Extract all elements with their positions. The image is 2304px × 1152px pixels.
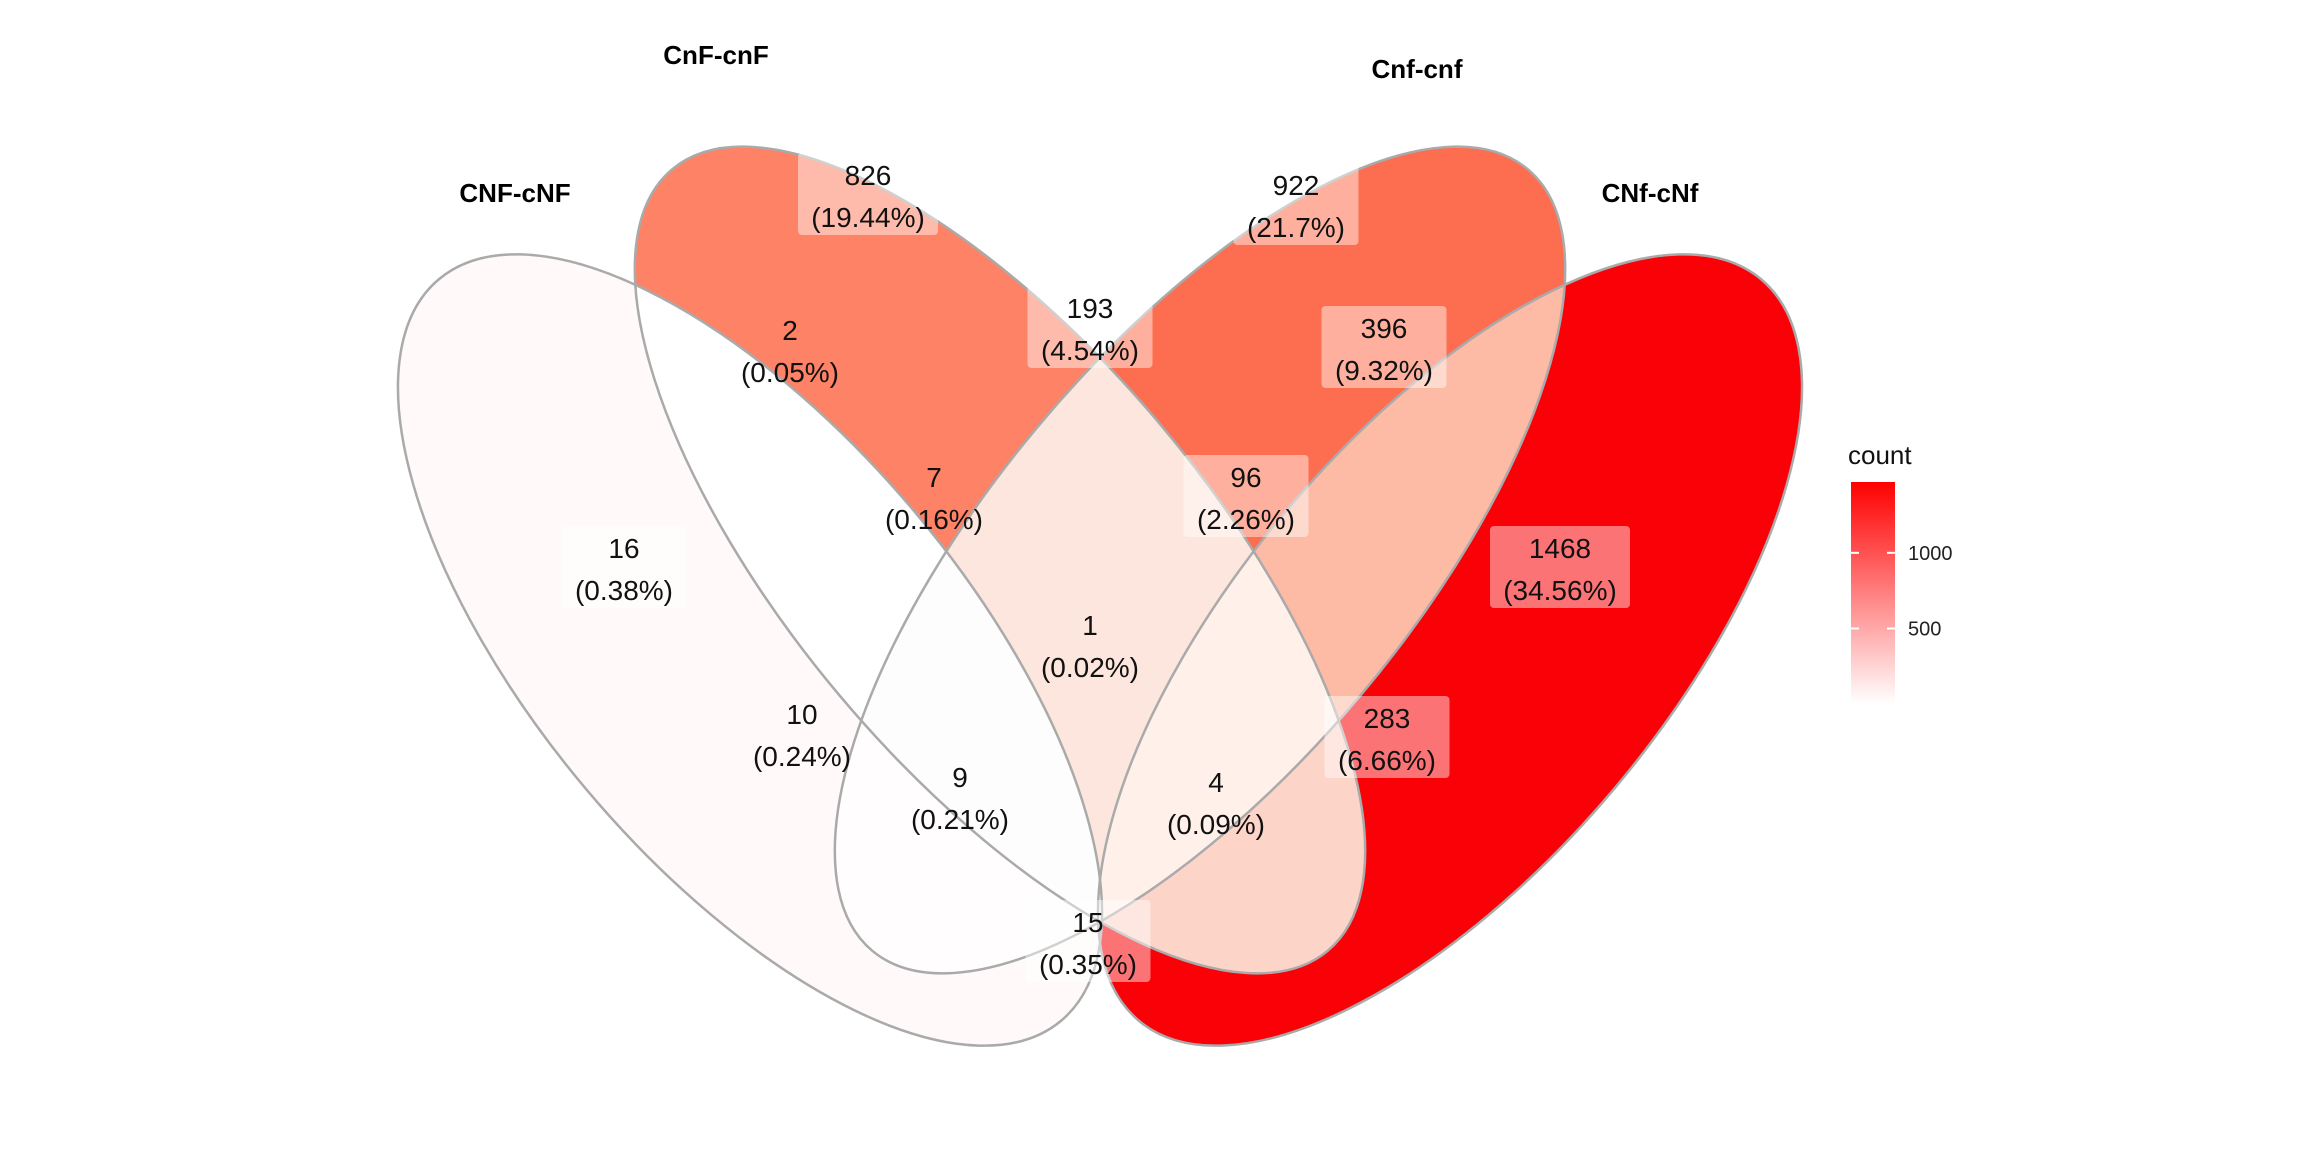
set-title-d: CNf-cNf bbox=[1602, 178, 1699, 208]
region-count-abc: 7 bbox=[926, 462, 942, 493]
region-count-d: 1468 bbox=[1529, 533, 1591, 564]
set-title-a: CNF-cNF bbox=[459, 178, 570, 208]
region-percent-acd: (0.21%) bbox=[911, 804, 1009, 835]
region-percent-bcd: (2.26%) bbox=[1197, 504, 1295, 535]
region-percent-abcd: (0.02%) bbox=[1041, 652, 1139, 683]
label-box-ad bbox=[1025, 900, 1151, 982]
color-legend: count 1000 500 bbox=[1848, 440, 1953, 704]
label-box-b bbox=[798, 153, 938, 235]
region-percent-d: (34.56%) bbox=[1503, 575, 1617, 606]
region-percent-cd: (9.32%) bbox=[1335, 355, 1433, 386]
legend-tick-label: 1000 bbox=[1908, 543, 1953, 565]
region-percent-ad: (0.35%) bbox=[1039, 949, 1137, 980]
legend-ticks: 1000 500 bbox=[1851, 543, 1953, 640]
set-title-c: Cnf-cnf bbox=[1372, 54, 1463, 84]
region-count-abcd: 1 bbox=[1082, 610, 1098, 641]
region-percent-abd: (0.09%) bbox=[1167, 809, 1265, 840]
region-percent-c: (21.7%) bbox=[1247, 212, 1345, 243]
region-labels: 16 (0.38%) 826 (19.44%) 922 (21.7%) 1468 (34.56… bbox=[575, 160, 1617, 980]
region-percent-b: (19.44%) bbox=[811, 202, 925, 233]
region-count-bcd: 96 bbox=[1230, 462, 1261, 493]
label-backgrounds bbox=[561, 153, 1630, 982]
legend-colorbar bbox=[1851, 482, 1895, 704]
legend-tick-label: 500 bbox=[1908, 618, 1941, 640]
region-count-b: 826 bbox=[845, 160, 892, 191]
set-titles: CNF-cNF CnF-cnF Cnf-cnf CNf-cNf bbox=[459, 40, 1698, 208]
region-percent-bc: (4.54%) bbox=[1041, 335, 1139, 366]
region-count-ad: 15 bbox=[1072, 907, 1103, 938]
region-percent-abc: (0.16%) bbox=[885, 504, 983, 535]
region-count-acd: 9 bbox=[952, 762, 968, 793]
region-percent-ac: (0.24%) bbox=[753, 741, 851, 772]
region-count-a: 16 bbox=[608, 533, 639, 564]
region-percent-bd: (6.66%) bbox=[1338, 745, 1436, 776]
label-box-bd bbox=[1324, 696, 1450, 778]
region-percent-ab: (0.05%) bbox=[741, 357, 839, 388]
region-count-ac: 10 bbox=[786, 699, 817, 730]
label-box-bcd bbox=[1183, 455, 1309, 537]
label-box-bc bbox=[1027, 286, 1153, 368]
set-title-b: CnF-cnF bbox=[663, 40, 768, 70]
region-count-cd: 396 bbox=[1361, 313, 1408, 344]
legend-title: count bbox=[1848, 440, 1912, 470]
region-percent-a: (0.38%) bbox=[575, 575, 673, 606]
region-count-abd: 4 bbox=[1208, 767, 1224, 798]
label-box-a bbox=[561, 526, 687, 608]
label-box-c bbox=[1233, 163, 1359, 245]
label-box-cd bbox=[1321, 306, 1447, 388]
region-count-c: 922 bbox=[1273, 170, 1320, 201]
region-count-ab: 2 bbox=[782, 315, 798, 346]
region-count-bd: 283 bbox=[1364, 703, 1411, 734]
label-box-d bbox=[1490, 526, 1630, 608]
region-count-bc: 193 bbox=[1067, 293, 1114, 324]
